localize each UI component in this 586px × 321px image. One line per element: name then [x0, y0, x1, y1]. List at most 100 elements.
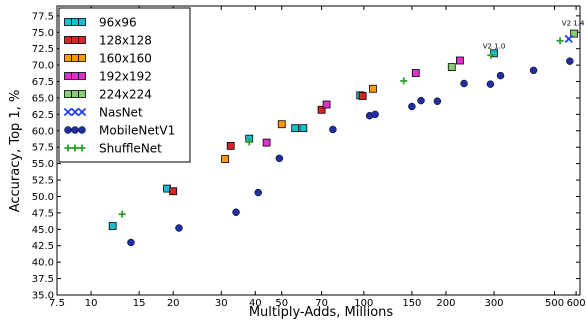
legend-marker-mobilenetv1: [64, 126, 72, 134]
legend-marker-mobilenetv1: [71, 126, 79, 134]
legend-label-96x96: 96x96: [99, 16, 137, 30]
x-tick-label: 200: [436, 298, 455, 309]
data-point-96x96: [108, 222, 117, 230]
legend-marker-96x96: [64, 18, 72, 26]
data-point-160x160: [369, 84, 377, 93]
data-point-mobilenetv1: [486, 80, 495, 88]
legend-marker-96x96: [71, 18, 79, 26]
legend-marker-shufflenet: [78, 144, 86, 152]
y-tick-label: 60.0: [32, 126, 54, 137]
data-point-128x128: [317, 105, 326, 114]
data-point-mobilenetv1: [254, 188, 262, 197]
x-tick-label: 20: [167, 298, 180, 309]
y-tick-label: 35.0: [32, 291, 54, 302]
annotation-label: V2 1.0: [483, 42, 506, 50]
data-point-96x96: [299, 124, 308, 133]
data-point-192x192: [411, 69, 420, 77]
data-point-mobilenetv1: [275, 154, 284, 163]
x-tick-label: 50: [275, 298, 288, 309]
data-point-mobilenetv1: [496, 71, 505, 80]
data-point-mobilenetv1: [175, 224, 183, 232]
legend-marker-128x128: [71, 36, 79, 44]
y-tick-label: 72.5: [32, 44, 54, 55]
y-tick-label: 50.0: [32, 192, 54, 203]
y-tick-label: 52.5: [32, 176, 54, 187]
legend-label-shufflenet: ShuffleNet: [99, 142, 162, 156]
data-point-mobilenetv1: [529, 66, 538, 75]
data-point-224x224: [570, 29, 579, 38]
data-point-224x224: [447, 63, 456, 71]
data-point-128x128: [226, 142, 235, 150]
legend-marker-224x224: [71, 90, 79, 98]
legend-label-mobilenetv1: MobileNetV1: [99, 124, 175, 138]
data-point-mobilenetv1: [371, 110, 379, 119]
data-point-160x160: [277, 120, 286, 129]
legend-label-224x224: 224x224: [99, 88, 152, 102]
data-point-nasnet: [564, 34, 573, 43]
y-tick-label: 37.5: [32, 274, 54, 285]
data-point-mobilenetv1: [329, 125, 337, 134]
legend-marker-shufflenet: [71, 144, 79, 152]
legend-marker-160x160: [64, 54, 72, 62]
data-point-mobilenetv1: [566, 57, 574, 65]
data-point-mobilenetv1: [127, 238, 135, 247]
y-tick-label: 55.0: [32, 159, 54, 170]
data-point-mobilenetv1: [417, 96, 425, 105]
data-point-128x128: [358, 92, 367, 100]
legend-label-192x192: 192x192: [99, 70, 152, 84]
legend-marker-160x160: [71, 54, 79, 62]
data-point-mobilenetv1: [232, 208, 240, 216]
x-tick-label: 10: [85, 298, 98, 309]
y-tick-label: 65.0: [32, 93, 54, 104]
x-tick-label: 300: [484, 298, 503, 309]
legend-marker-224x224: [78, 90, 86, 98]
data-point-192x192: [456, 56, 464, 65]
data-point-192x192: [262, 138, 271, 147]
y-tick-label: 47.5: [32, 208, 54, 219]
data-point-mobilenetv1: [408, 102, 416, 111]
y-tick-label: 57.5: [32, 143, 54, 154]
y-tick-label: 40.0: [32, 258, 54, 269]
legend-marker-192x192: [78, 72, 86, 80]
data-point-shufflenet: [118, 210, 126, 218]
data-points-layer: [108, 29, 579, 247]
x-tick-label: 150: [402, 298, 421, 309]
legend-marker-128x128: [78, 36, 86, 44]
annotations-layer: V2 1.0 V2 1.4: [483, 19, 585, 50]
data-point-96x96: [291, 124, 300, 133]
legend-label-128x128: 128x128: [99, 34, 152, 48]
data-point-192x192: [322, 100, 331, 109]
data-point-shufflenet: [556, 37, 564, 45]
x-axis-label: Multiply-Adds, Millions: [249, 305, 394, 320]
legend: 96x96 128x128 160x160 192x192 224x224 NasNet M…: [58, 7, 191, 163]
data-point-mobilenetv1: [433, 97, 442, 105]
data-point-shufflenet: [487, 51, 495, 59]
x-tick-label: 15: [133, 298, 146, 309]
y-tick-label: 67.5: [32, 77, 54, 88]
plot-frame: [56, 5, 581, 296]
y-tick-label: 77.5: [32, 11, 54, 22]
data-point-mobilenetv1: [460, 79, 468, 88]
legend-marker-192x192: [71, 72, 79, 80]
x-tick-label: 30: [215, 298, 228, 309]
y-tick-label: 45.0: [32, 225, 54, 236]
y-tick-label: 70.0: [32, 61, 54, 72]
annotation-label: V2 1.4: [562, 19, 585, 27]
legend-marker-shufflenet: [64, 144, 72, 152]
legend-marker-nasnet: [77, 107, 87, 117]
legend-marker-192x192: [64, 72, 72, 80]
data-point-128x128: [169, 187, 178, 196]
y-tick-label: 42.5: [32, 241, 54, 252]
legend-marker-mobilenetv1: [78, 126, 86, 134]
x-tick-label: 70: [315, 298, 328, 309]
legend-marker-96x96: [78, 18, 86, 26]
data-point-shufflenet: [245, 138, 253, 146]
legend-label-160x160: 160x160: [99, 52, 152, 66]
legend-marker-nasnet: [63, 107, 73, 117]
y-axis-label: Accuracy, Top 1, %: [8, 90, 23, 213]
data-point-shufflenet: [400, 77, 408, 85]
y-tick-label: 62.5: [32, 110, 54, 121]
legend-marker-128x128: [64, 36, 72, 44]
axis-ticks-layer: 7.5 10 15 20 30 40 50 70 100 150 200 300 500 600 35.0 3…: [32, 6, 586, 309]
